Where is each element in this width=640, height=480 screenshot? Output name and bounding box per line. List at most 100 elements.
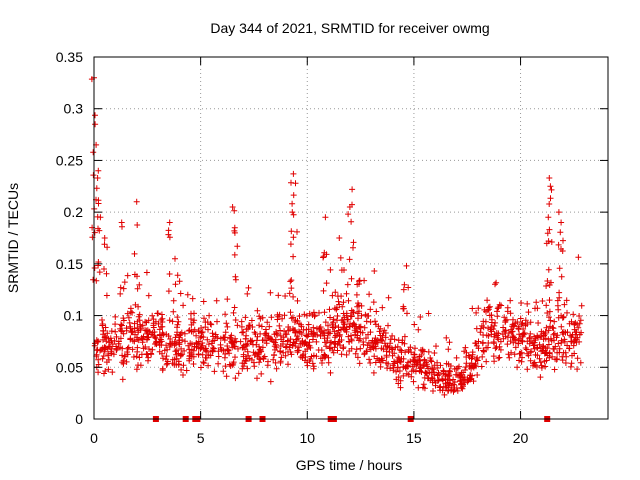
data-point (479, 353, 486, 360)
data-point (246, 323, 253, 330)
data-point (497, 346, 504, 353)
data-point (330, 349, 337, 356)
data-point (546, 314, 552, 321)
data-point (461, 348, 468, 355)
data-point (454, 387, 461, 394)
data-point (195, 345, 202, 352)
data-point (283, 331, 290, 338)
y-tick-label: 0.05 (56, 359, 83, 375)
data-point (525, 352, 532, 359)
data-point (341, 314, 348, 321)
data-point (273, 330, 280, 337)
data-point (280, 334, 287, 341)
data-point (262, 332, 269, 339)
data-point (238, 318, 245, 325)
data-point (516, 357, 522, 364)
data-point (208, 321, 215, 328)
data-point (425, 365, 432, 372)
data-point (310, 324, 317, 331)
data-point (327, 266, 334, 273)
data-point (348, 275, 355, 282)
data-point (345, 333, 352, 340)
data-point (193, 332, 200, 339)
data-point (129, 329, 136, 336)
data-point (288, 228, 295, 235)
data-point (91, 229, 98, 236)
data-point (558, 337, 565, 344)
data-point (299, 352, 306, 359)
data-point (431, 350, 438, 356)
data-point (222, 351, 229, 357)
data-point (99, 344, 106, 351)
data-point (347, 320, 353, 327)
data-point (179, 351, 186, 358)
data-point (305, 321, 312, 328)
x-tick-label: 20 (513, 430, 529, 446)
data-point (103, 270, 110, 277)
data-point (356, 324, 363, 331)
data-point (287, 278, 294, 285)
data-point (491, 358, 498, 365)
data-point (411, 354, 418, 361)
data-point (332, 323, 339, 329)
data-point (506, 354, 513, 361)
data-point (408, 373, 415, 380)
data-point (556, 294, 563, 301)
data-point (518, 358, 525, 365)
data-point (544, 278, 551, 284)
data-point (143, 269, 150, 276)
data-point (231, 207, 238, 214)
data-point (201, 315, 207, 322)
data-point (405, 348, 412, 355)
data-point (99, 317, 105, 323)
data-point (317, 324, 324, 330)
data-point (539, 298, 546, 304)
data-point (133, 334, 140, 341)
data-point (288, 285, 295, 292)
data-point (198, 333, 205, 340)
data-point (288, 315, 295, 322)
data-point (541, 358, 548, 365)
data-point (272, 346, 278, 353)
data-point (158, 332, 165, 339)
data-point (133, 353, 140, 360)
data-point (258, 370, 265, 377)
data-point (516, 323, 522, 330)
data-point (511, 336, 518, 343)
data-point (370, 343, 377, 350)
data-point (348, 337, 355, 344)
data-point (355, 337, 362, 344)
data-point (475, 305, 482, 312)
data-point (507, 310, 514, 317)
data-point (353, 325, 360, 332)
data-point (558, 219, 565, 226)
data-point (405, 284, 412, 291)
data-point (264, 319, 271, 326)
data-point (199, 329, 206, 335)
data-point (143, 319, 150, 326)
data-point (238, 323, 245, 330)
data-point (294, 349, 301, 356)
data-point (488, 319, 495, 326)
data-point (397, 346, 403, 353)
data-point (204, 336, 211, 343)
data-point (400, 355, 407, 362)
data-point (225, 347, 232, 354)
data-point (514, 319, 521, 325)
data-point (291, 319, 298, 325)
data-point (261, 353, 268, 360)
data-point (372, 359, 379, 366)
data-point (179, 337, 186, 343)
data-point (310, 365, 317, 372)
data-point (348, 313, 355, 320)
data-point (350, 239, 357, 246)
data-point (550, 331, 557, 338)
data-point (321, 327, 328, 334)
data-point (229, 362, 236, 369)
data-point (533, 299, 540, 306)
data-point (190, 353, 197, 360)
y-tick-label: 0.35 (56, 49, 83, 65)
data-point (123, 327, 130, 334)
data-point (344, 281, 351, 288)
data-point (360, 341, 367, 348)
